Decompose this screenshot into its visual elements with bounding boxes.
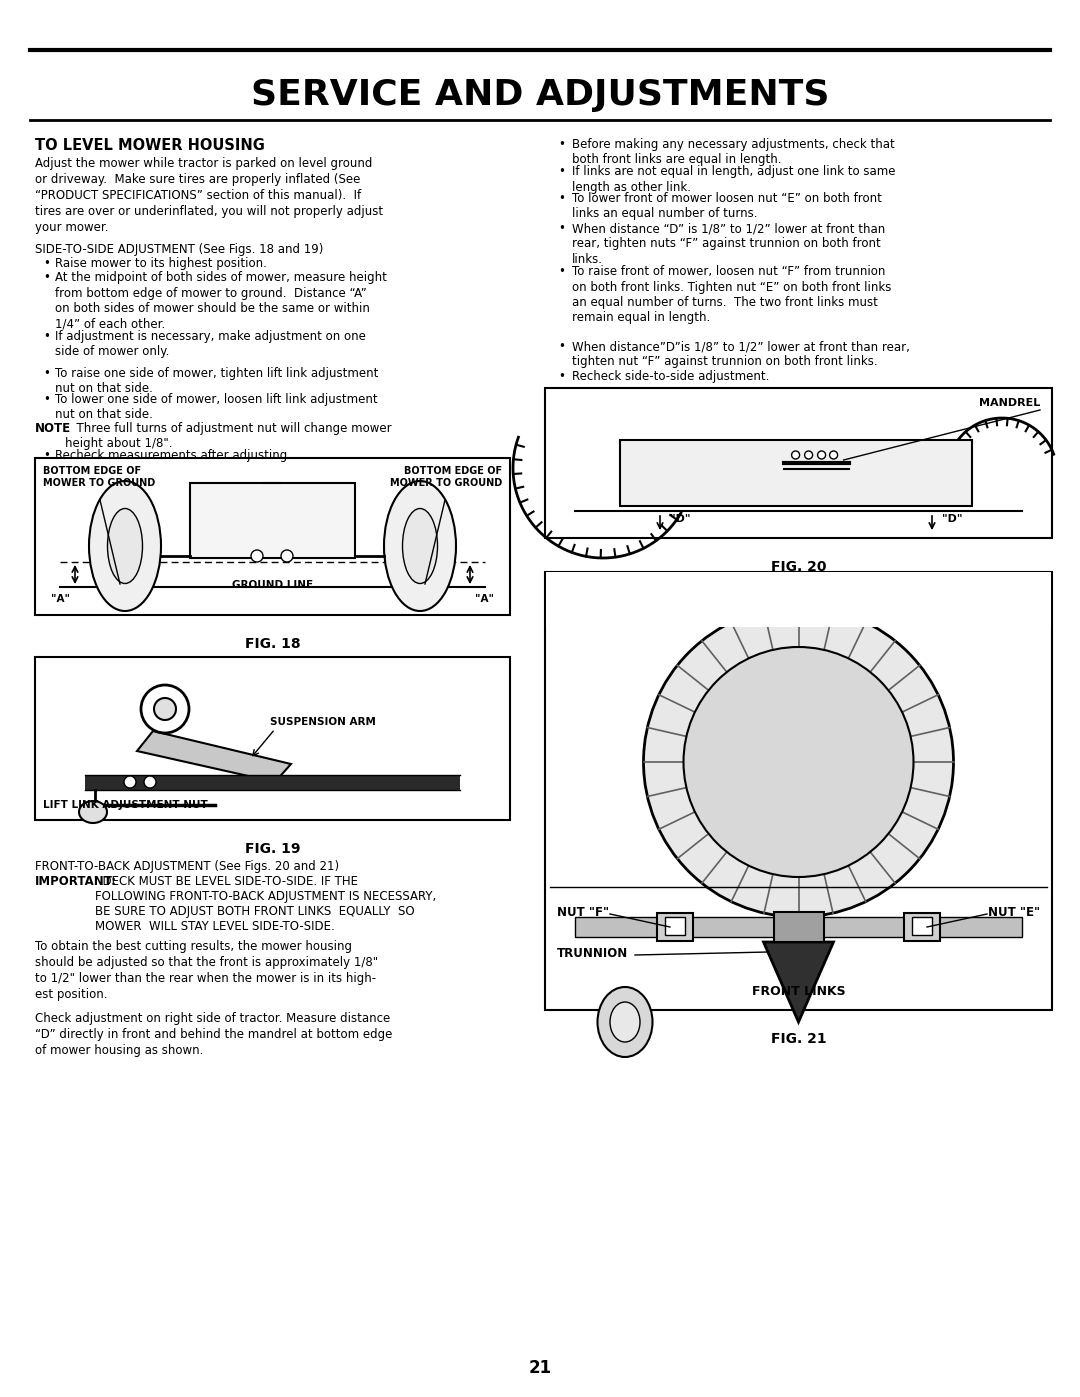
Text: LIFT LINK ADJUSTMENT NUT: LIFT LINK ADJUSTMENT NUT bbox=[43, 800, 207, 810]
Text: SUSPENSION ARM: SUSPENSION ARM bbox=[270, 717, 376, 726]
Text: MANDREL: MANDREL bbox=[978, 398, 1040, 408]
Text: FRONT LINKS: FRONT LINKS bbox=[752, 985, 846, 997]
Text: Recheck measurements after adjusting.: Recheck measurements after adjusting. bbox=[55, 448, 291, 462]
Text: •: • bbox=[558, 138, 565, 151]
Ellipse shape bbox=[384, 481, 456, 610]
Circle shape bbox=[684, 647, 914, 877]
Text: SERVICE AND ADJUSTMENTS: SERVICE AND ADJUSTMENTS bbox=[251, 78, 829, 112]
Circle shape bbox=[818, 451, 825, 460]
Text: To lower front of mower loosen nut “E” on both front
links an equal number of tu: To lower front of mower loosen nut “E” o… bbox=[572, 191, 882, 221]
Text: To lower one side of mower, loosen lift link adjustment
nut on that side.: To lower one side of mower, loosen lift … bbox=[55, 393, 378, 422]
Text: To raise front of mower, loosen nut “F” from trunnion
on both front links. Tight: To raise front of mower, loosen nut “F” … bbox=[572, 265, 891, 324]
Text: •: • bbox=[558, 370, 565, 383]
Bar bbox=[545, 571, 1052, 1010]
Text: "A": "A" bbox=[51, 594, 70, 604]
Text: •: • bbox=[558, 339, 565, 353]
Text: NUT "E": NUT "E" bbox=[988, 907, 1040, 919]
Text: :  Three full turns of adjustment nut will change mower
height about 1/8".: : Three full turns of adjustment nut wil… bbox=[65, 422, 392, 450]
Bar bbox=[35, 657, 510, 820]
Text: FIG. 18: FIG. 18 bbox=[245, 637, 300, 651]
Ellipse shape bbox=[108, 509, 143, 584]
Text: When distance”D”is 1/8” to 1/2” lower at front than rear,
tighten nut “F” agains: When distance”D”is 1/8” to 1/2” lower at… bbox=[572, 339, 909, 369]
Bar bbox=[773, 912, 824, 942]
Ellipse shape bbox=[89, 481, 161, 610]
Polygon shape bbox=[137, 731, 291, 782]
Text: •: • bbox=[43, 393, 50, 407]
Text: BOTTOM EDGE OF
MOWER TO GROUND: BOTTOM EDGE OF MOWER TO GROUND bbox=[43, 467, 156, 488]
Text: Recheck side-to-side adjustment.: Recheck side-to-side adjustment. bbox=[572, 370, 769, 383]
Text: If links are not equal in length, adjust one link to same
length as other link.: If links are not equal in length, adjust… bbox=[572, 165, 895, 194]
Text: •: • bbox=[43, 367, 50, 380]
Circle shape bbox=[251, 550, 264, 562]
Circle shape bbox=[792, 451, 799, 460]
Text: Adjust the mower while tractor is parked on level ground
or driveway.  Make sure: Adjust the mower while tractor is parked… bbox=[35, 156, 383, 235]
Text: •: • bbox=[43, 330, 50, 344]
Ellipse shape bbox=[610, 1002, 640, 1042]
Circle shape bbox=[154, 698, 176, 719]
Text: •: • bbox=[558, 165, 565, 177]
Text: "A": "A" bbox=[475, 594, 494, 604]
Bar bbox=[620, 440, 972, 506]
Text: TRUNNION: TRUNNION bbox=[557, 947, 629, 960]
Bar bbox=[546, 571, 1051, 627]
Polygon shape bbox=[764, 942, 834, 1023]
Bar bbox=[912, 916, 932, 935]
Bar bbox=[190, 483, 355, 557]
Text: •: • bbox=[558, 222, 565, 235]
Text: To raise one side of mower, tighten lift link adjustment
nut on that side.: To raise one side of mower, tighten lift… bbox=[55, 367, 378, 395]
Text: TO LEVEL MOWER HOUSING: TO LEVEL MOWER HOUSING bbox=[35, 138, 265, 154]
Bar bbox=[35, 458, 510, 615]
Text: 21: 21 bbox=[528, 1359, 552, 1377]
Circle shape bbox=[144, 775, 156, 788]
Circle shape bbox=[644, 608, 954, 916]
Ellipse shape bbox=[403, 509, 437, 584]
Text: NOTE: NOTE bbox=[35, 422, 71, 434]
Text: "D": "D" bbox=[670, 514, 690, 524]
Text: •: • bbox=[558, 265, 565, 278]
Circle shape bbox=[805, 451, 812, 460]
Circle shape bbox=[829, 451, 838, 460]
Text: •: • bbox=[43, 257, 50, 270]
Text: •: • bbox=[558, 191, 565, 205]
Text: At the midpoint of both sides of mower, measure height
from bottom edge of mower: At the midpoint of both sides of mower, … bbox=[55, 271, 387, 331]
Text: BOTH FRONT LINKS MUST BE EQUAL IN LENGTH: BOTH FRONT LINKS MUST BE EQUAL IN LENGTH bbox=[632, 580, 966, 592]
Text: SIDE-TO-SIDE ADJUSTMENT (See Figs. 18 and 19): SIDE-TO-SIDE ADJUSTMENT (See Figs. 18 an… bbox=[35, 243, 323, 256]
Circle shape bbox=[124, 775, 136, 788]
Text: Before making any necessary adjustments, check that
both front links are equal i: Before making any necessary adjustments,… bbox=[572, 138, 894, 166]
Text: BOTTOM EDGE OF
MOWER TO GROUND: BOTTOM EDGE OF MOWER TO GROUND bbox=[390, 467, 502, 488]
Text: •: • bbox=[43, 448, 50, 462]
Text: •: • bbox=[43, 271, 50, 284]
Bar bbox=[657, 914, 693, 942]
Bar bbox=[904, 914, 940, 942]
Text: FRONT-TO-BACK ADJUSTMENT (See Figs. 20 and 21): FRONT-TO-BACK ADJUSTMENT (See Figs. 20 a… bbox=[35, 861, 339, 873]
Bar bbox=[545, 388, 1052, 538]
Text: If adjustment is necessary, make adjustment on one
side of mower only.: If adjustment is necessary, make adjustm… bbox=[55, 330, 366, 359]
Text: GROUND LINE: GROUND LINE bbox=[232, 580, 313, 590]
Ellipse shape bbox=[597, 988, 652, 1058]
Text: When distance “D” is 1/8” to 1/2” lower at front than
rear, tighten nuts “F” aga: When distance “D” is 1/8” to 1/2” lower … bbox=[572, 222, 886, 265]
Bar bbox=[575, 916, 1022, 937]
Bar bbox=[665, 916, 685, 935]
Text: DECK MUST BE LEVEL SIDE-TO-SIDE. IF THE
FOLLOWING FRONT-TO-BACK ADJUSTMENT IS NE: DECK MUST BE LEVEL SIDE-TO-SIDE. IF THE … bbox=[95, 875, 436, 933]
Text: IMPORTANT:: IMPORTANT: bbox=[35, 875, 117, 888]
Circle shape bbox=[141, 685, 189, 733]
Text: FIG. 19: FIG. 19 bbox=[245, 842, 300, 856]
Ellipse shape bbox=[79, 800, 107, 823]
Text: To obtain the best cutting results, the mower housing
should be adjusted so that: To obtain the best cutting results, the … bbox=[35, 940, 378, 1002]
Text: "D": "D" bbox=[942, 514, 962, 524]
Text: NUT "F": NUT "F" bbox=[557, 907, 609, 919]
Text: FIG. 21: FIG. 21 bbox=[771, 1032, 826, 1046]
Circle shape bbox=[281, 550, 293, 562]
Text: Check adjustment on right side of tractor. Measure distance
“D” directly in fron: Check adjustment on right side of tracto… bbox=[35, 1011, 392, 1058]
Text: FIG. 20: FIG. 20 bbox=[771, 560, 826, 574]
Bar bbox=[85, 775, 460, 789]
Text: Raise mower to its highest position.: Raise mower to its highest position. bbox=[55, 257, 267, 270]
